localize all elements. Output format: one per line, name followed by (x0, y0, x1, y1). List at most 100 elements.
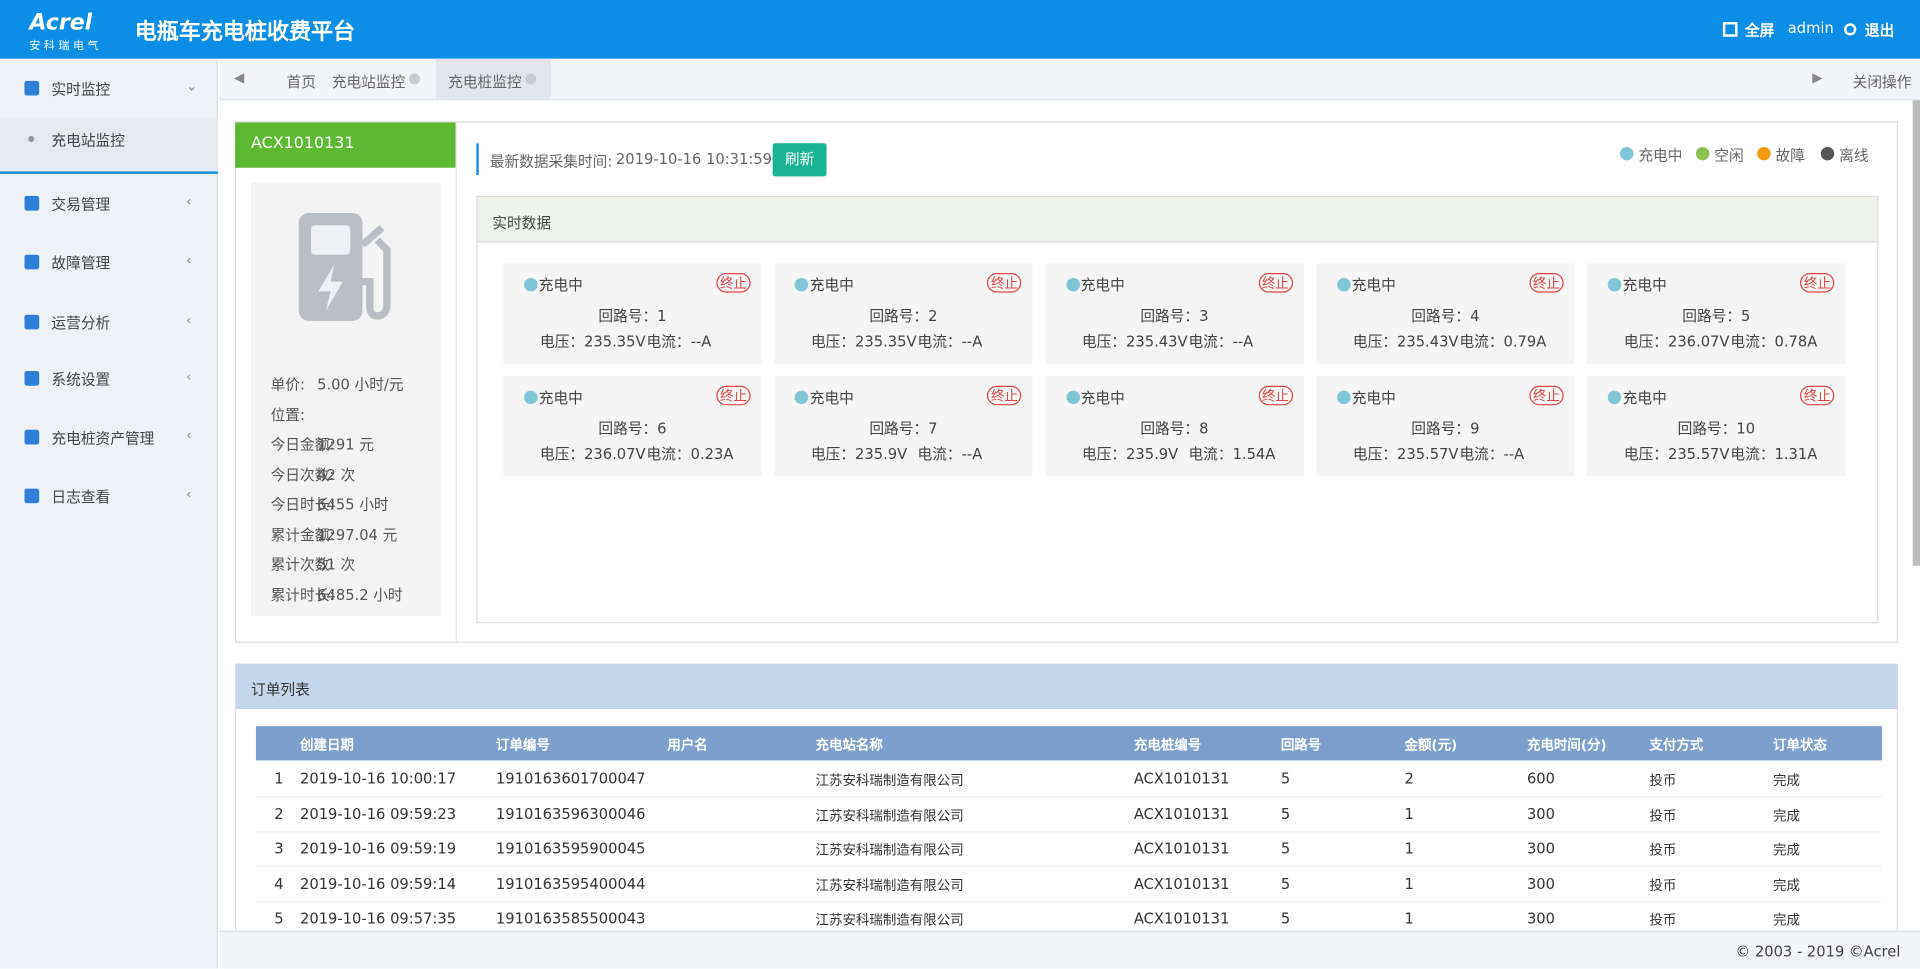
logout-icon[interactable] (1844, 23, 1856, 35)
pile-id: ACX1010131 (251, 135, 355, 153)
voltage: 电压：235.9V (811, 443, 907, 464)
table-cell: 2019-10-16 09:57:35 (300, 910, 456, 927)
table-cell: 5 (1281, 840, 1290, 857)
refresh-button[interactable]: 刷新 (773, 143, 827, 176)
tab[interactable]: 首页 (287, 71, 316, 92)
tab-prev[interactable]: ◀ (234, 70, 244, 86)
menu-item[interactable]: 故障管理 (51, 252, 110, 273)
table-cell: 完成 (1773, 770, 1800, 790)
stop-button[interactable]: 终止 (716, 273, 750, 293)
stop-button[interactable]: 终止 (1258, 385, 1292, 405)
info-value: 6485.2 小时 (317, 583, 402, 604)
loop-number: 回路号：7 (774, 417, 1032, 438)
user-name[interactable]: admin (1788, 20, 1834, 37)
row-line (256, 831, 1882, 832)
table-cell: 1910163595400044 (496, 875, 646, 892)
loop-number: 回路号：10 (1587, 417, 1845, 438)
legend-dot (1696, 147, 1709, 160)
current: 电流：1.54A (1188, 443, 1275, 464)
card-status: 充电中 (1081, 386, 1125, 407)
current: 电流：0.79A (1459, 331, 1546, 352)
status-dot (1337, 390, 1350, 403)
logout-button[interactable]: 退出 (1865, 20, 1894, 41)
loop-card: 充电中终止回路号：7电压：235.9V电流：--A (774, 375, 1032, 475)
voltage: 电压：235.35V (811, 331, 917, 352)
table-cell: 5 (1281, 875, 1290, 892)
loop-card: 充电中终止回路号：10电压：235.57V电流：1.31A (1587, 375, 1845, 475)
column-header: 订单编号 (496, 735, 550, 755)
column-header: 用户名 (667, 735, 707, 755)
loop-card: 充电中终止回路号：5电压：236.07V电流：0.78A (1587, 263, 1845, 363)
status-dot (524, 278, 537, 291)
stop-button[interactable]: 终止 (1529, 385, 1563, 405)
fullscreen-icon[interactable] (1723, 22, 1738, 37)
table-cell: 5 (1281, 770, 1290, 787)
voltage: 电压：235.35V (540, 331, 646, 352)
legend-label: 充电中 (1638, 144, 1682, 165)
menu-item[interactable]: 实时监控 (51, 78, 110, 99)
stop-button[interactable]: 终止 (1529, 273, 1563, 293)
table-cell: 2019-10-16 09:59:14 (300, 875, 456, 892)
legend-dot (1620, 147, 1633, 160)
status-dot (1608, 390, 1621, 403)
logo: Acrel (29, 10, 92, 36)
close-ops[interactable]: 关闭操作 (1853, 71, 1912, 92)
table-cell: ACX1010131 (1134, 770, 1230, 787)
table-cell: 3 (274, 840, 283, 857)
time-marker (476, 143, 478, 175)
stop-button[interactable]: 终止 (1800, 385, 1834, 405)
table-cell: ACX1010131 (1134, 875, 1230, 892)
menu-item[interactable]: 运营分析 (51, 312, 110, 333)
menu-item[interactable]: 日志查看 (51, 486, 110, 507)
table-cell: 4 (274, 875, 283, 892)
submenu-item[interactable]: 充电站监控 (51, 130, 124, 151)
table-cell: 投币 (1649, 770, 1676, 790)
tab[interactable]: 充电站监控 (332, 71, 405, 92)
time-value: 2019-10-16 10:31:59 (616, 151, 772, 168)
column-header: 创建日期 (300, 735, 354, 755)
card-status: 充电中 (1623, 386, 1667, 407)
table-cell: 300 (1527, 805, 1555, 822)
stop-button[interactable]: 终止 (1800, 273, 1834, 293)
table-cell: 1910163596300046 (496, 805, 646, 822)
menu-arrow: ‹ (186, 369, 191, 385)
tab[interactable]: 充电桩监控 (448, 71, 521, 92)
card-status: 充电中 (1623, 274, 1667, 295)
stop-button[interactable]: 终止 (716, 385, 750, 405)
stop-button[interactable]: 终止 (1258, 273, 1292, 293)
sidebar: 实时监控⌄充电站监控交易管理‹故障管理‹运营分析‹系统设置‹充电桩资产管理‹日志… (0, 59, 218, 969)
table-cell: 1 (1404, 875, 1413, 892)
row-line (256, 866, 1882, 867)
menu-icon (24, 430, 39, 445)
table-cell: 1 (1404, 910, 1413, 927)
status-dot (1066, 278, 1079, 291)
tab-next[interactable]: ▶ (1812, 70, 1822, 86)
fullscreen-button[interactable]: 全屏 (1745, 20, 1774, 41)
table-cell: 600 (1527, 770, 1555, 787)
tab-close[interactable] (409, 73, 420, 84)
stop-button[interactable]: 终止 (987, 385, 1021, 405)
menu-item[interactable]: 交易管理 (51, 193, 110, 214)
card-status: 充电中 (810, 386, 854, 407)
voltage: 电压：235.43V (1353, 331, 1459, 352)
pump-icon (294, 208, 399, 326)
stop-button[interactable]: 终止 (987, 273, 1021, 293)
table-cell: 完成 (1773, 840, 1800, 860)
table-cell: ACX1010131 (1134, 840, 1230, 857)
copyright: © 2003 - 2019 ©Acrel (1736, 943, 1901, 960)
table-cell: 300 (1527, 910, 1555, 927)
loop-number: 回路号：1 (503, 305, 761, 326)
table-cell: 江苏安科瑞制造有限公司 (816, 770, 964, 790)
table-cell: 完成 (1773, 875, 1800, 895)
tab-close[interactable] (525, 73, 536, 84)
info-label: 单价: (271, 373, 305, 394)
menu-item[interactable]: 充电桩资产管理 (51, 427, 154, 448)
voltage: 电压：235.57V (1353, 443, 1459, 464)
current: 电流：1.31A (1730, 443, 1817, 464)
current: 电流：--A (647, 331, 712, 352)
loop-number: 回路号：6 (503, 417, 761, 438)
card-status: 充电中 (539, 386, 583, 407)
status-dot (795, 278, 808, 291)
table-cell: 投币 (1649, 840, 1676, 860)
menu-item[interactable]: 系统设置 (51, 369, 110, 390)
